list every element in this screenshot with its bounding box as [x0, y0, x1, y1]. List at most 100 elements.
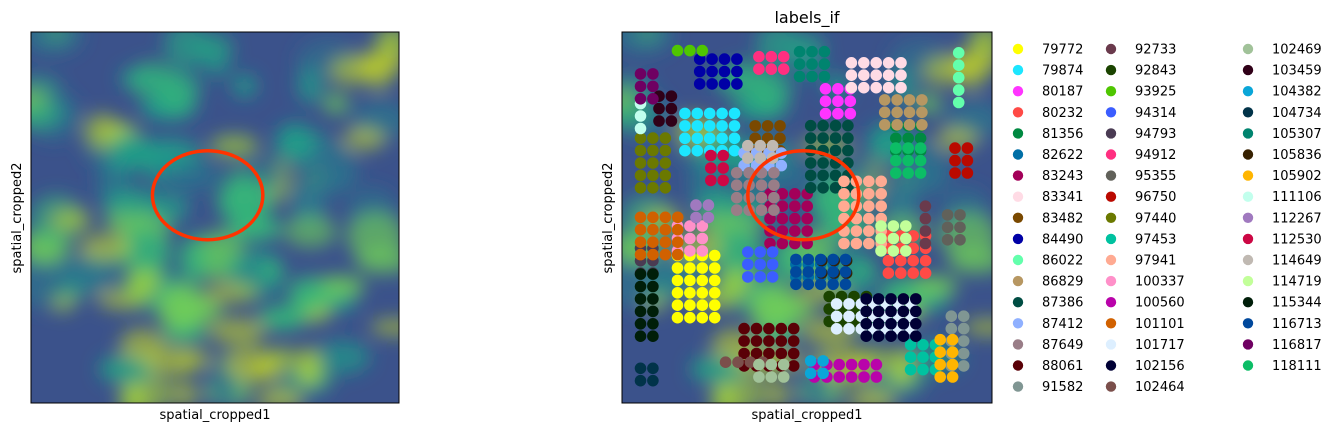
spot-112530	[717, 174, 729, 187]
spot-79874	[691, 144, 704, 157]
spot-101101	[647, 211, 659, 224]
spot-116713	[790, 266, 802, 278]
cluster-95355	[941, 209, 966, 246]
legend-label: 104382	[1272, 85, 1322, 100]
legend-marker	[1105, 149, 1117, 160]
bright-blob	[205, 282, 258, 303]
spot-94314	[742, 258, 754, 271]
spot-94912	[753, 63, 765, 75]
legend-item: 82622	[1012, 148, 1083, 163]
spot-79874	[728, 107, 741, 120]
spot-79874	[679, 120, 691, 132]
spot-88061	[738, 322, 750, 335]
nucleus-blob	[156, 283, 206, 331]
nucleus-blob	[217, 178, 273, 225]
spot-92733	[919, 237, 932, 250]
spot-83341	[882, 81, 895, 94]
nucleus-blob	[323, 93, 349, 115]
bright-blob	[222, 346, 278, 382]
legend-item: 87386	[1012, 296, 1083, 311]
spot-112530	[717, 162, 729, 174]
spot-97440	[634, 182, 647, 194]
spot-97941	[863, 188, 875, 200]
spot-102156	[885, 318, 897, 330]
spot-80187	[819, 95, 832, 107]
spot-101717	[830, 310, 843, 323]
nucleus-blob	[287, 275, 328, 316]
spot-80187	[844, 95, 857, 107]
spot-97941	[863, 175, 875, 188]
spot-96750	[949, 154, 961, 167]
spot-103459	[665, 90, 678, 102]
spot-79874	[716, 132, 728, 145]
spot-94314	[754, 271, 766, 283]
spot-116713	[790, 278, 802, 291]
legend-label: 97941	[1135, 254, 1176, 269]
spot-105902	[934, 358, 946, 371]
spot-83482	[749, 120, 761, 132]
legend-item: 95355	[1105, 169, 1176, 184]
spot-87649	[768, 179, 780, 191]
spot-92733	[919, 212, 932, 225]
cluster-97440	[634, 132, 672, 194]
spot-116817	[647, 80, 659, 93]
spot-95355	[941, 234, 954, 246]
legend-label: 97453	[1135, 232, 1176, 247]
spot-116713	[827, 278, 839, 291]
spot-102469	[777, 358, 790, 371]
legend-label: 83243	[1042, 169, 1083, 184]
spot-84490	[706, 53, 718, 65]
spot-83341	[858, 81, 870, 94]
spot-105902	[934, 371, 946, 383]
spot-83341	[845, 69, 858, 81]
legend-marker	[1105, 191, 1117, 202]
spot-103459	[665, 102, 678, 115]
spot-87386	[829, 132, 842, 144]
legend-item: 104382	[1242, 85, 1322, 100]
spot-101101	[671, 248, 684, 261]
legend-marker	[1012, 318, 1024, 329]
legend-label: 91582	[1042, 380, 1083, 395]
cluster-118111	[890, 142, 927, 179]
spot-80187	[832, 107, 844, 120]
legend-item: 80187	[1012, 85, 1083, 100]
spot-92843	[823, 290, 835, 303]
spot-118111	[902, 167, 914, 179]
spot-83341	[895, 57, 907, 69]
legend-marker	[1105, 212, 1117, 223]
legend-item: 97440	[1105, 211, 1176, 226]
spot-87649	[730, 179, 743, 191]
spot-102156	[860, 330, 872, 343]
cluster-114719	[875, 220, 912, 257]
right-x-axis-label: spatial_cropped1	[752, 408, 863, 423]
spot-91582	[945, 322, 958, 335]
spot-86022	[952, 71, 965, 84]
spot-87386	[804, 157, 817, 169]
spot-116817	[634, 80, 647, 93]
spot-79772	[671, 311, 684, 324]
nucleus-blob	[142, 138, 202, 169]
legend-label: 102469	[1272, 43, 1322, 58]
spot-101717	[843, 323, 855, 335]
spot-86829	[903, 106, 916, 119]
spot-118111	[902, 154, 914, 167]
legend-marker	[1242, 254, 1254, 266]
legend-label: 83341	[1042, 190, 1083, 205]
spot-84490	[731, 53, 743, 65]
spot-101101	[647, 236, 659, 248]
legend-item: 105836	[1242, 148, 1322, 163]
legend-marker	[1105, 107, 1117, 118]
spot-79874	[679, 132, 691, 145]
cluster-101101	[634, 211, 684, 261]
spot-101717	[843, 298, 855, 310]
spot-80232	[882, 254, 895, 267]
spot-105307	[793, 45, 806, 58]
spot-83243	[801, 200, 813, 212]
nucleus-blob	[710, 380, 736, 403]
spot-105307	[818, 58, 831, 70]
spot-112530	[705, 149, 717, 162]
spot-87386	[829, 169, 842, 182]
spot-114719	[875, 245, 887, 257]
right-axes-frame	[621, 31, 993, 404]
legend-item: 92733	[1105, 43, 1176, 58]
